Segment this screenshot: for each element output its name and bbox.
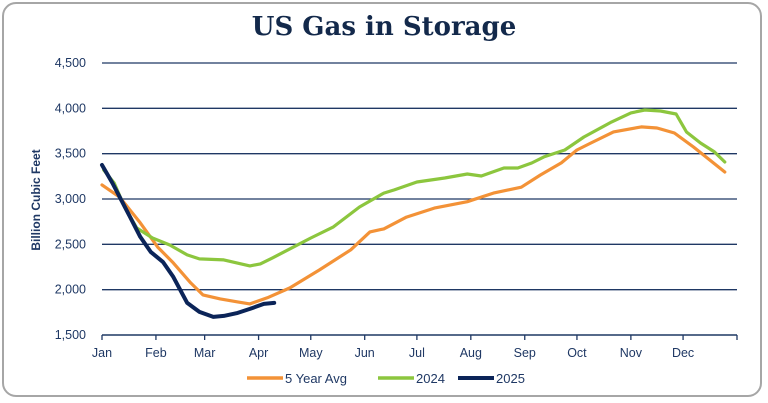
series-line-2025	[100, 163, 277, 319]
y-tick-label: 1,500	[55, 328, 86, 342]
x-tick-label: Jul	[409, 346, 425, 360]
x-tick-label: Aug	[460, 346, 482, 360]
y-tick-label: 4,000	[55, 101, 86, 115]
legend-label: 2024	[416, 371, 445, 386]
series-line-2024	[102, 108, 727, 268]
legend-label: 2025	[496, 371, 525, 386]
y-axis-label: Billion Cubic Feet	[29, 149, 43, 250]
x-tick-label: Jan	[92, 346, 112, 360]
x-tick-label: Dec	[672, 346, 694, 360]
chart-frame	[2, 2, 762, 397]
series-line-5-year-avg	[100, 125, 727, 306]
y-tick-label: 4,500	[55, 56, 86, 70]
x-tick-label: May	[299, 346, 323, 360]
x-tick-label: Nov	[620, 346, 643, 360]
y-tick-label: 3,500	[55, 147, 86, 161]
x-tick-label: Feb	[145, 346, 167, 360]
y-tick-label: 2,500	[55, 237, 86, 251]
x-tick-label: Jun	[355, 346, 375, 360]
y-tick-label: 3,000	[55, 192, 86, 206]
x-tick-label: Oct	[567, 346, 587, 360]
x-tick-label: Sep	[514, 346, 536, 360]
x-tick-label: Mar	[194, 346, 216, 360]
y-tick-label: 2,000	[55, 283, 86, 297]
x-tick-label: Apr	[249, 346, 268, 360]
chart-title: US Gas in Storage	[251, 12, 517, 42]
legend-label: 5 Year Avg	[285, 371, 347, 386]
